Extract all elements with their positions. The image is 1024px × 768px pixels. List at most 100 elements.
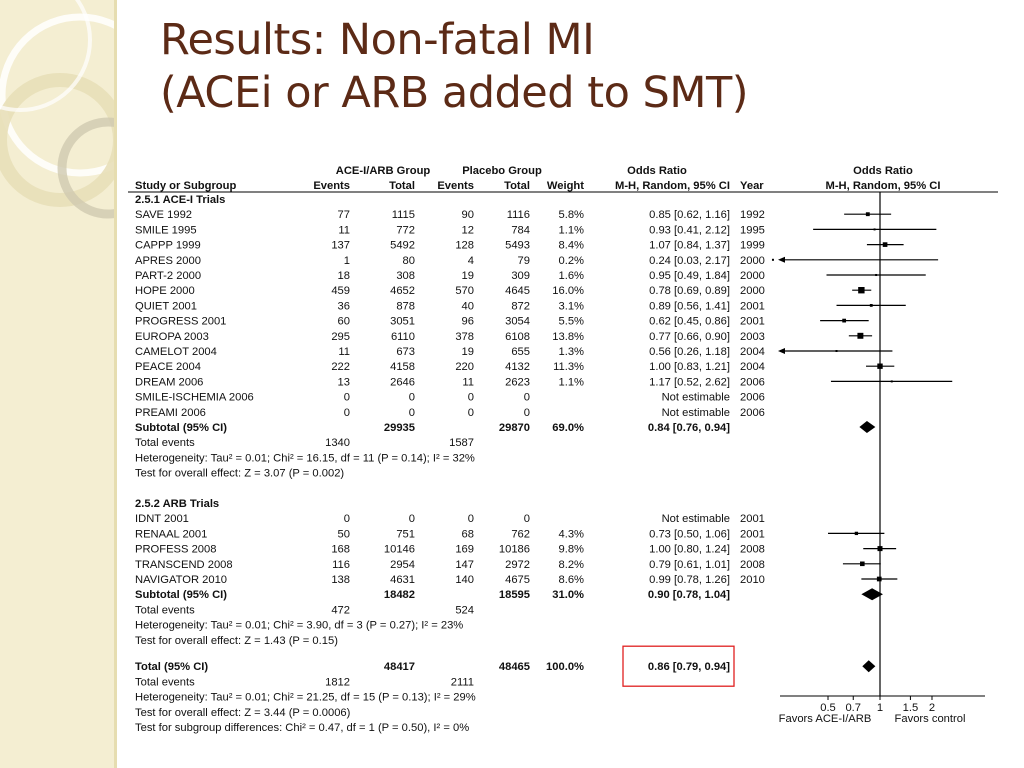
favors-control-label: Favors control bbox=[895, 713, 966, 725]
weight: 0.2% bbox=[559, 255, 585, 267]
point-estimate-square bbox=[873, 228, 876, 231]
total-events-control: 524 bbox=[455, 604, 474, 616]
section-title: 2.5.1 ACE-I Trials bbox=[135, 194, 225, 206]
study-name: PREAMI 2006 bbox=[135, 407, 206, 419]
heterogeneity-stats: Heterogeneity: Tau² = 0.01; Chi² = 3.90,… bbox=[135, 620, 463, 632]
events-control: 19 bbox=[462, 346, 474, 358]
point-estimate-square bbox=[869, 303, 873, 307]
total-treatment: 4631 bbox=[390, 574, 415, 586]
point-estimate-square bbox=[890, 380, 893, 383]
weight: 13.8% bbox=[552, 331, 584, 343]
study-name: APRES 2000 bbox=[135, 255, 201, 267]
weight: 8.2% bbox=[559, 559, 585, 571]
total-treatment: 308 bbox=[396, 270, 415, 282]
total-treatment: 80 bbox=[403, 255, 415, 267]
weight: 8.6% bbox=[559, 574, 585, 586]
overall-effect-test: Test for overall effect: Z = 1.43 (P = 0… bbox=[135, 635, 338, 647]
study-year: 2006 bbox=[740, 392, 765, 404]
events-control: 140 bbox=[455, 574, 474, 586]
subtotal-total-treatment: 18482 bbox=[384, 589, 415, 601]
odds-ratio-ci: 1.07 [0.84, 1.37] bbox=[649, 240, 730, 252]
subtotal-odds-ratio-ci: 0.90 [0.78, 1.04] bbox=[648, 589, 730, 601]
total-treatment: 0 bbox=[409, 513, 415, 525]
weight: 1.1% bbox=[559, 224, 585, 236]
treatment-group-header: ACE-I/ARB Group bbox=[336, 165, 431, 177]
events-treatment: 137 bbox=[331, 240, 350, 252]
odds-ratio-ci: 0.79 [0.61, 1.01] bbox=[649, 559, 730, 571]
events-control: 68 bbox=[462, 528, 474, 540]
slide-title-line2: (ACEi or ARB added to SMT) bbox=[160, 68, 749, 118]
odds-ratio-ci: Not estimable bbox=[662, 407, 730, 419]
events-control: 0 bbox=[468, 407, 474, 419]
events-treatment: 11 bbox=[338, 224, 350, 236]
study-name: RENAAL 2001 bbox=[135, 528, 207, 540]
col-header-total-treatment: Total bbox=[389, 180, 415, 192]
odds-ratio-ci: 0.85 [0.62, 1.16] bbox=[649, 209, 730, 221]
total-control: 4132 bbox=[505, 361, 530, 373]
events-treatment: 459 bbox=[331, 285, 350, 297]
grand-total-diamond bbox=[862, 660, 876, 673]
odds-ratio-ci: 0.77 [0.66, 0.90] bbox=[649, 331, 730, 343]
total-events-label: Total events bbox=[135, 437, 195, 449]
point-estimate-square bbox=[771, 258, 774, 261]
col-header-weight: Weight bbox=[547, 180, 584, 192]
col-header-plot-method: M-H, Random, 95% CI bbox=[826, 180, 941, 192]
x-axis-tick-label: 1 bbox=[877, 702, 883, 714]
point-estimate-square bbox=[857, 332, 864, 339]
events-treatment: 222 bbox=[331, 361, 350, 373]
slide-title-line1: Results: Non-fatal MI bbox=[160, 15, 595, 65]
study-year: 2004 bbox=[740, 346, 765, 358]
total-control: 0 bbox=[524, 513, 530, 525]
favors-treatment-label: Favors ACE-I/ARB bbox=[779, 713, 872, 725]
events-control: 12 bbox=[462, 224, 474, 236]
study-year: 2006 bbox=[740, 376, 765, 388]
subtotal-odds-ratio-ci: 0.84 [0.76, 0.94] bbox=[648, 422, 730, 434]
events-control: 128 bbox=[455, 240, 474, 252]
subtotal-total-control: 29870 bbox=[499, 422, 530, 434]
point-estimate-square bbox=[875, 273, 878, 277]
total-treatment: 4652 bbox=[390, 285, 415, 297]
subtotal-label: Subtotal (95% CI) bbox=[135, 422, 227, 434]
events-control: 96 bbox=[462, 316, 474, 328]
events-treatment: 18 bbox=[338, 270, 350, 282]
study-year: 2003 bbox=[740, 331, 765, 343]
total-treatment: 4158 bbox=[390, 361, 415, 373]
weight: 1.6% bbox=[559, 270, 585, 282]
weight: 9.8% bbox=[559, 544, 585, 556]
events-control: 19 bbox=[462, 270, 474, 282]
grand-total-odds-ratio-ci: 0.86 [0.79, 0.94] bbox=[648, 661, 730, 673]
total-control: 6108 bbox=[505, 331, 530, 343]
odds-ratio-ci: 0.56 [0.26, 1.18] bbox=[649, 346, 730, 358]
weight: 5.8% bbox=[559, 209, 585, 221]
subtotal-weight: 31.0% bbox=[552, 589, 584, 601]
weight: 1.1% bbox=[559, 376, 585, 388]
study-year: 2001 bbox=[740, 528, 765, 540]
study-name: SAVE 1992 bbox=[135, 209, 192, 221]
events-treatment: 77 bbox=[338, 209, 350, 221]
study-name: CAMELOT 2004 bbox=[135, 346, 217, 358]
total-control: 2972 bbox=[505, 559, 530, 571]
events-control: 90 bbox=[462, 209, 474, 221]
study-year: 2000 bbox=[740, 255, 765, 267]
subtotal-diamond bbox=[861, 588, 883, 601]
study-name: EUROPA 2003 bbox=[135, 331, 209, 343]
total-control: 10186 bbox=[499, 544, 530, 556]
weight: 16.0% bbox=[552, 285, 584, 297]
col-header-events-control: Events bbox=[437, 180, 474, 192]
decorative-circles-graphic bbox=[0, 0, 114, 219]
control-group-header: Placebo Group bbox=[462, 165, 542, 177]
subtotal-total-control: 18595 bbox=[499, 589, 530, 601]
col-header-study: Study or Subgroup bbox=[135, 180, 236, 192]
odds-ratio-ci: Not estimable bbox=[662, 392, 730, 404]
subtotal-total-treatment: 29935 bbox=[384, 422, 415, 434]
odds-ratio-ci: 0.78 [0.69, 0.89] bbox=[649, 285, 730, 297]
study-name: SMILE-ISCHEMIA 2006 bbox=[135, 392, 254, 404]
events-control: 4 bbox=[468, 255, 474, 267]
x-axis-tick-label: 2 bbox=[929, 702, 935, 714]
total-events-control: 1587 bbox=[449, 437, 474, 449]
events-control: 570 bbox=[455, 285, 474, 297]
point-estimate-square bbox=[860, 561, 865, 567]
study-year: 2010 bbox=[740, 574, 765, 586]
total-treatment: 772 bbox=[396, 224, 415, 236]
